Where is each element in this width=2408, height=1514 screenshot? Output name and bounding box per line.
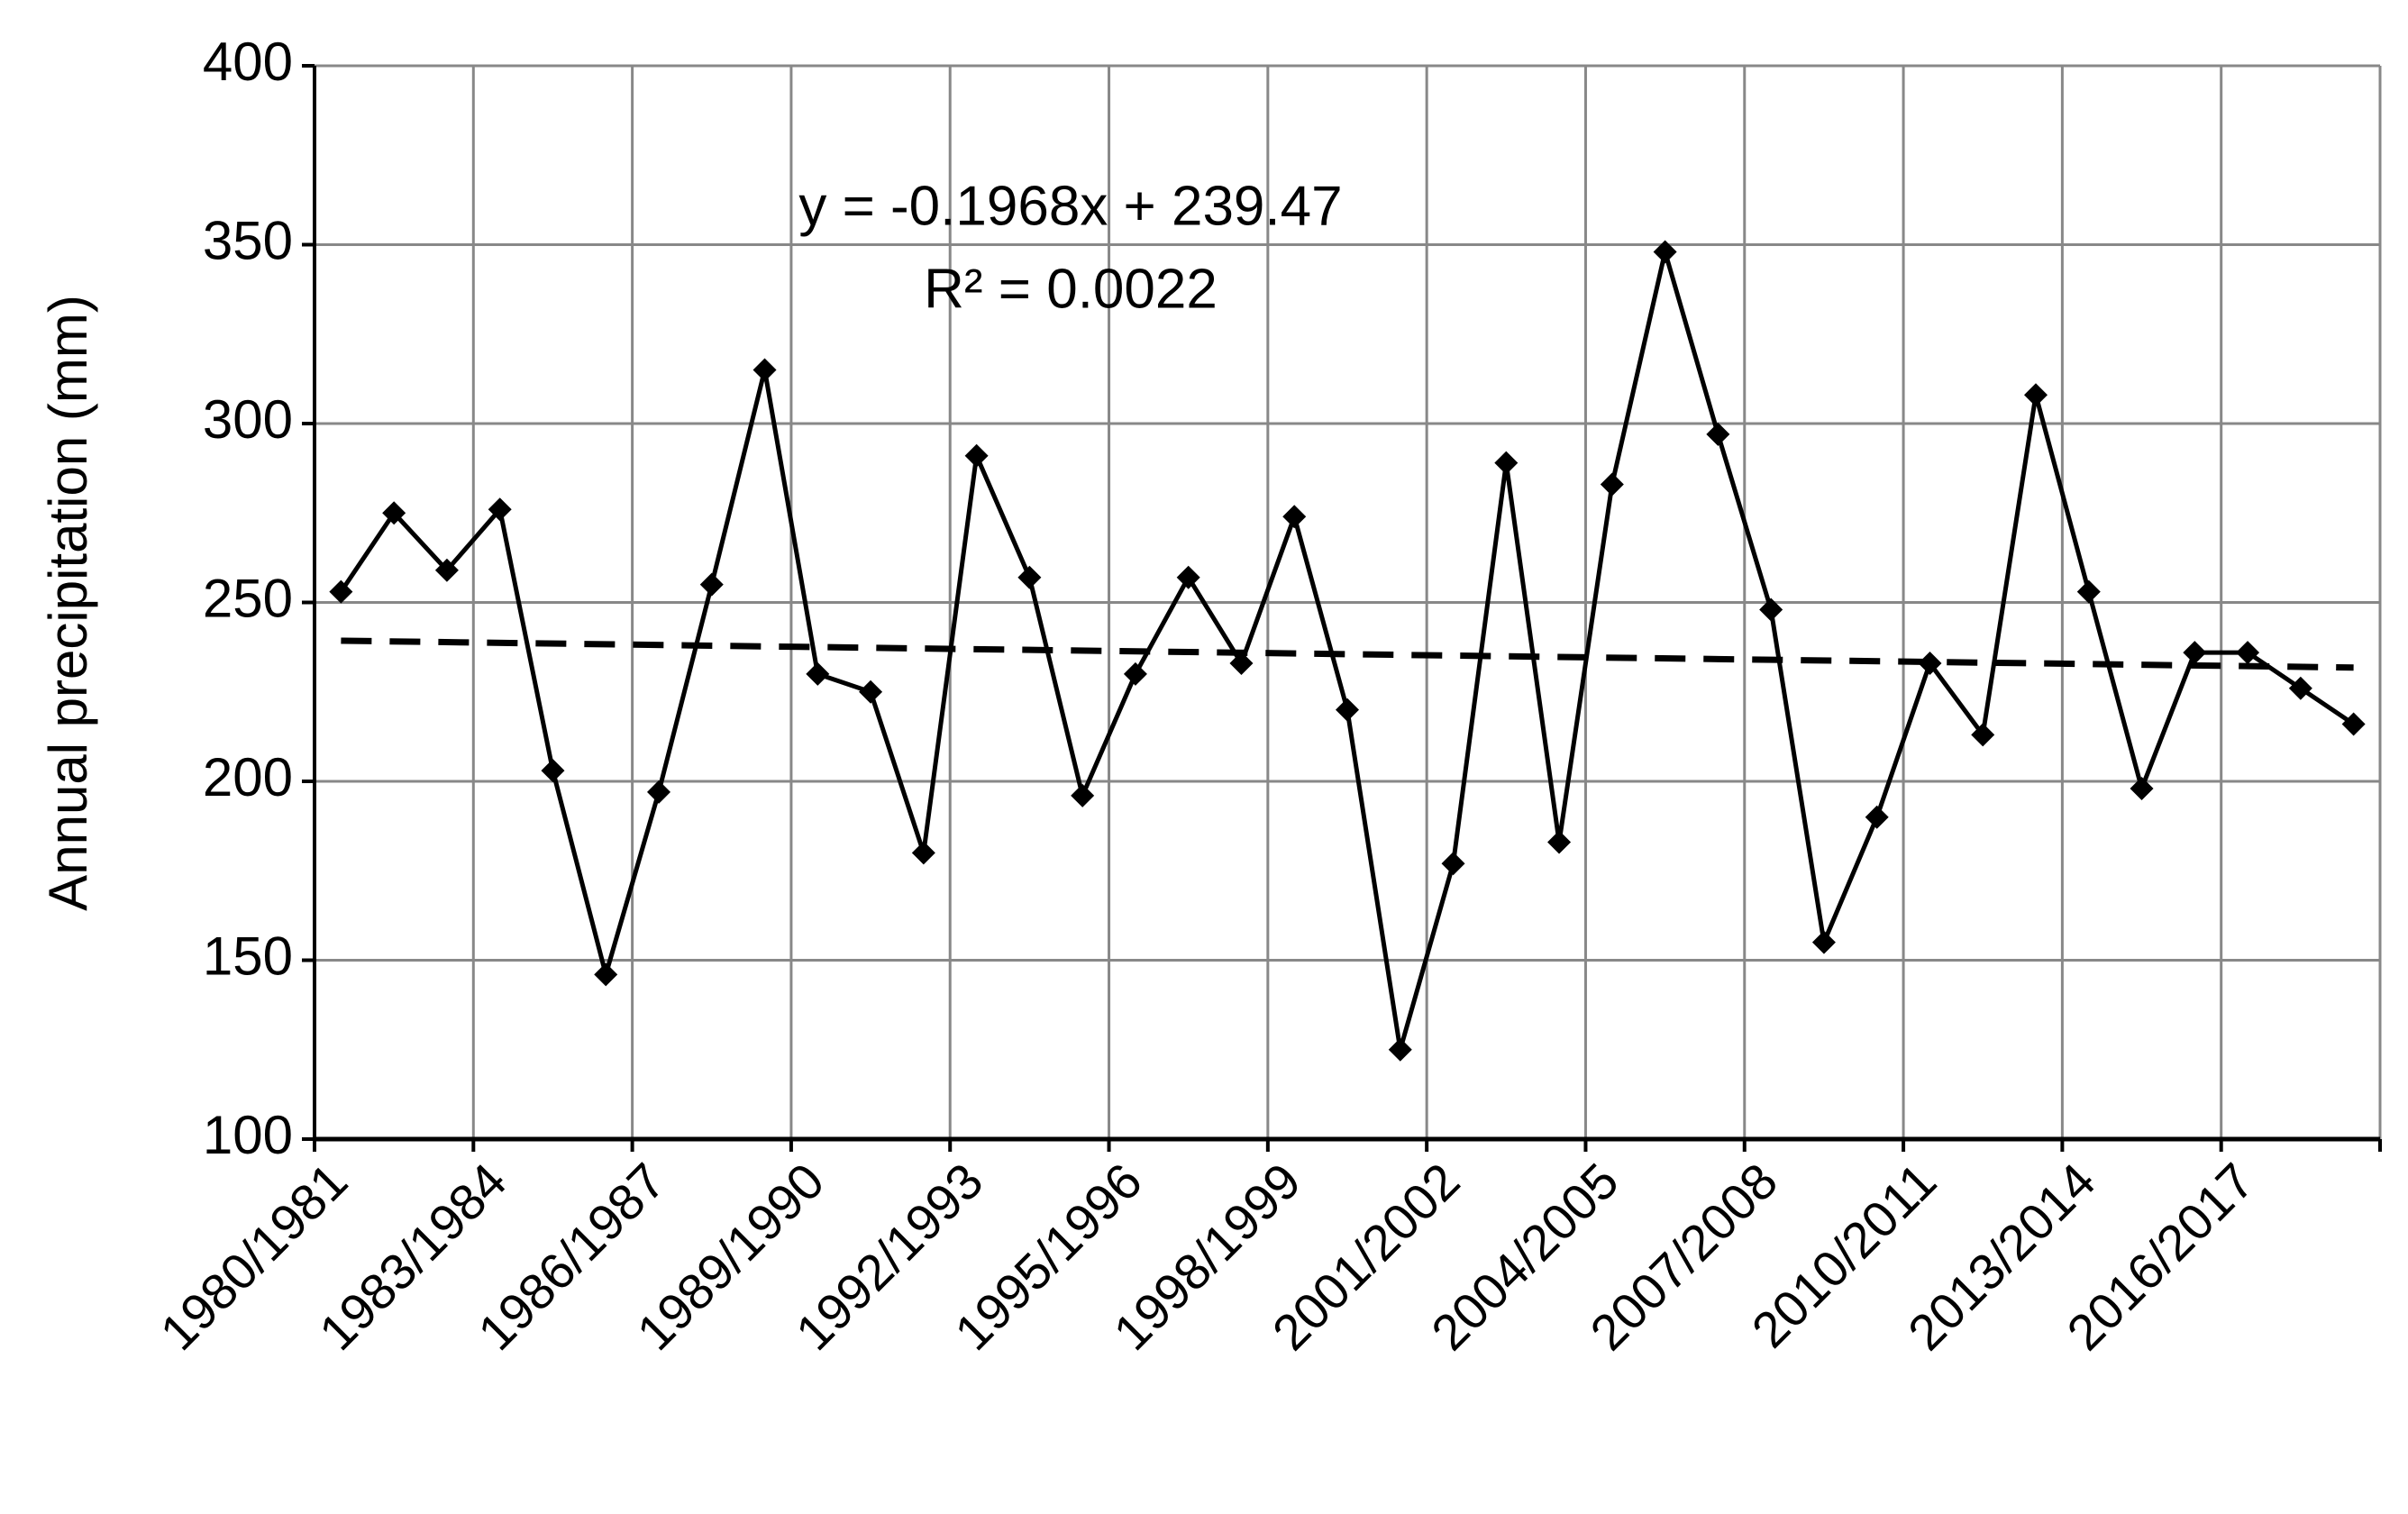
data-marker [1071,783,1095,807]
data-marker [2288,676,2312,700]
y-tick-label: 150 [203,926,293,986]
data-marker [1547,830,1572,854]
data-marker [382,501,406,525]
data-marker [1600,472,1624,497]
data-marker [1494,451,1519,475]
trend-line [341,637,2354,671]
data-marker [2183,641,2207,665]
data-marker [752,358,777,382]
data-marker [1282,505,1307,529]
data-marker [1176,565,1200,589]
data-marker [1336,698,1359,722]
data-marker [1653,240,1677,264]
data-marker [1123,661,1147,686]
data-marker [2076,579,2101,604]
y-tick-label: 250 [203,568,293,628]
data-marker [1229,651,1254,675]
data-marker [1865,805,1889,829]
data-marker [1759,597,1783,622]
data-marker [1441,852,1465,876]
data-marker [911,841,935,865]
data-marker [699,572,724,597]
data-marker [1706,422,1730,446]
data-marker [434,558,459,582]
data-marker [964,443,989,468]
data-line [339,249,2356,1053]
y-tick-label: 300 [203,389,293,450]
data-marker [1918,651,1942,675]
trend-equation: y = -0.1968x + 239.47 [798,175,1342,237]
data-marker [1971,723,1995,747]
data-marker [2236,641,2260,665]
data-marker [806,661,830,686]
data-marker [329,579,353,604]
data-marker [2341,712,2366,736]
y-tick-label: 200 [203,747,293,807]
y-axis-label: Annual precipitation (mm) [38,295,98,911]
data-marker [488,497,512,522]
data-marker [1811,930,1836,954]
y-tick-label: 100 [203,1105,293,1165]
data-marker [1017,565,1042,589]
y-tick-label: 400 [203,32,293,92]
data-marker [2024,383,2048,407]
y-tick-label: 350 [203,210,293,270]
data-marker [647,780,670,804]
trend-equation: R² = 0.0022 [924,258,1218,320]
data-marker [859,679,883,704]
data-marker [1388,1037,1412,1062]
data-marker [2130,776,2154,800]
data-marker [541,759,565,783]
data-marker [594,962,618,987]
